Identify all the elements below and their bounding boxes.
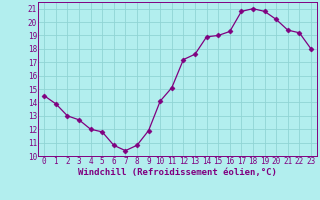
X-axis label: Windchill (Refroidissement éolien,°C): Windchill (Refroidissement éolien,°C) [78,168,277,177]
